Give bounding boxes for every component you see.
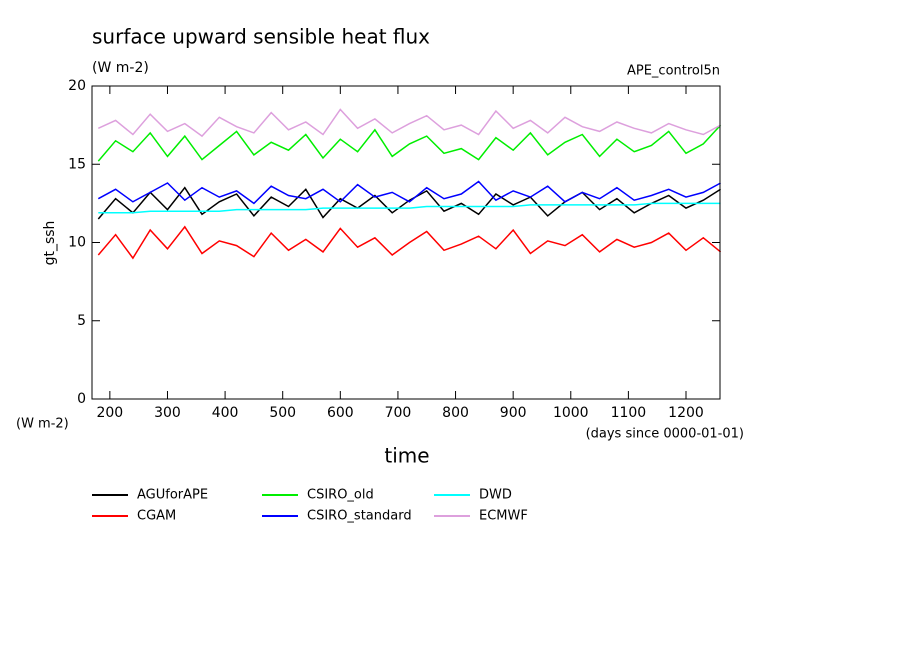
legend-label: CSIRO_standard: [307, 509, 412, 524]
series-line: [97, 186, 721, 220]
legend-label: CSIRO_old: [307, 488, 374, 503]
x-tick-label: 1000: [553, 405, 589, 421]
legend-label: CGAM: [137, 509, 176, 524]
y-units: (W m-2): [16, 417, 69, 432]
y-axis-label: gt_ssh: [42, 221, 58, 266]
x-tick-label: 800: [442, 405, 469, 421]
legend-label: ECMWF: [479, 509, 528, 524]
series-line: [97, 225, 722, 260]
legend-label: AGUforAPE: [137, 488, 208, 503]
chart-title: surface upward sensible heat flux: [92, 25, 430, 49]
run-label: APE_control5n: [627, 64, 720, 79]
x-tick-label: 600: [327, 405, 354, 421]
x-tick-label: 200: [96, 405, 123, 421]
x-axis-label: time: [384, 444, 429, 468]
x-tick-label: 500: [269, 405, 296, 421]
legend-label: DWD: [479, 488, 512, 503]
plot-frame: [91, 85, 721, 400]
x-tick-label: 700: [385, 405, 412, 421]
y-tick-label: 20: [68, 78, 86, 94]
series-line: [98, 202, 721, 214]
series-line: [97, 124, 722, 162]
y-tick-label: 15: [68, 156, 86, 172]
x-tick-label: 1200: [668, 405, 704, 421]
x-tick-label: 400: [212, 405, 239, 421]
y-tick-label: 0: [77, 391, 86, 407]
y-tick-label: 10: [68, 235, 86, 251]
x-tick-label: 300: [154, 405, 181, 421]
x-tick-label: 900: [500, 405, 527, 421]
series-line: [97, 108, 721, 138]
units: (W m-2): [92, 60, 149, 76]
y-tick-label: 5: [77, 313, 86, 329]
x-units: (days since 0000-01-01): [586, 427, 744, 442]
x-tick-label: 1100: [611, 405, 647, 421]
series-line: [97, 180, 721, 205]
